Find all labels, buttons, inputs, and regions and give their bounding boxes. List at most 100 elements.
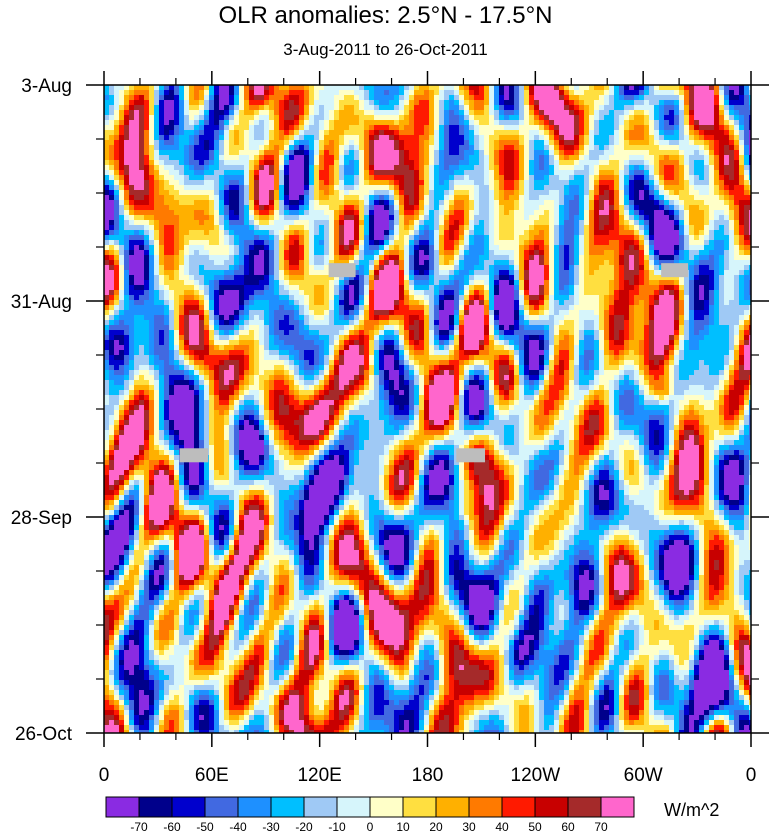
anomaly-cell [634,180,640,186]
anomaly-cell [209,170,215,176]
anomaly-cell [234,275,240,281]
anomaly-cell [144,200,150,206]
anomaly-cell [184,240,190,246]
anomaly-cell [379,145,385,151]
anomaly-cell [299,185,305,191]
anomaly-cell [259,195,265,201]
anomaly-cell [574,155,580,161]
anomaly-cell [394,105,400,111]
anomaly-cell [304,145,310,151]
anomaly-cell [364,185,370,191]
anomaly-cell [594,250,600,256]
anomaly-cell [499,110,505,116]
anomaly-cell [414,255,420,261]
anomaly-cell [144,170,150,176]
anomaly-cell [614,100,620,106]
anomaly-cell [304,90,310,96]
anomaly-cell [204,260,210,266]
anomaly-cell [424,190,430,196]
anomaly-cell [684,150,690,156]
anomaly-cell [749,170,751,176]
anomaly-cell [114,205,120,211]
anomaly-cell [374,180,380,186]
anomaly-cell [709,205,715,211]
anomaly-cell [389,220,395,226]
anomaly-cell [214,130,220,136]
anomaly-cell [509,185,515,191]
anomaly-cell [124,85,130,91]
anomaly-cell [254,215,260,221]
anomaly-cell [164,200,170,206]
anomaly-cell [454,270,460,276]
anomaly-cell [659,180,665,186]
anomaly-cell [684,155,690,161]
anomaly-cell [224,120,230,126]
anomaly-cell [169,140,175,146]
anomaly-cell [419,265,425,271]
anomaly-cell [299,275,305,281]
anomaly-cell [434,85,440,91]
anomaly-cell [374,260,380,266]
anomaly-cell [264,185,270,191]
anomaly-cell [364,210,370,216]
anomaly-cell [139,100,145,106]
anomaly-cell [424,85,430,91]
anomaly-cell [489,110,495,116]
anomaly-cell [169,265,175,271]
anomaly-cell [439,170,445,176]
anomaly-cell [579,230,585,236]
anomaly-cell [339,90,345,96]
anomaly-cell [104,125,110,131]
anomaly-cell [404,240,410,246]
anomaly-cell [324,170,330,176]
anomaly-cell [669,215,675,221]
anomaly-cell [269,120,275,126]
anomaly-cell [399,230,405,236]
anomaly-cell [484,240,490,246]
anomaly-cell [609,255,615,261]
anomaly-cell [564,270,570,276]
anomaly-cell [369,270,375,276]
anomaly-cell [489,260,495,266]
anomaly-cell [484,170,490,176]
anomaly-cell [204,110,210,116]
anomaly-cell [614,180,620,186]
anomaly-cell [294,120,300,126]
anomaly-cell [334,215,340,221]
anomaly-cell [484,230,490,236]
anomaly-cell [179,260,185,266]
anomaly-cell [484,120,490,126]
anomaly-cell [469,255,475,261]
anomaly-cell [274,145,280,151]
anomaly-cell [159,115,165,121]
anomaly-cell [104,245,110,251]
anomaly-cell [684,240,690,246]
anomaly-cell [224,170,230,176]
anomaly-cell [549,90,555,96]
anomaly-cell [704,215,710,221]
anomaly-cell [364,140,370,146]
anomaly-cell [479,110,485,116]
anomaly-cell [554,170,560,176]
anomaly-cell [134,100,140,106]
anomaly-cell [224,175,230,181]
anomaly-cell [599,260,605,266]
anomaly-cell [369,165,375,171]
anomaly-cell [619,200,625,206]
anomaly-cell [329,90,335,96]
anomaly-cell [284,270,290,276]
anomaly-cell [169,195,175,201]
anomaly-cell [459,200,465,206]
anomaly-cell [449,95,455,101]
anomaly-cell [174,105,180,111]
anomaly-cell [389,85,395,91]
anomaly-cell [549,135,555,141]
anomaly-cell [169,185,175,191]
anomaly-cell [464,255,470,261]
anomaly-cell [649,175,655,181]
anomaly-cell [559,170,565,176]
anomaly-cell [714,85,720,91]
anomaly-cell [649,225,655,231]
anomaly-cell [554,220,560,226]
anomaly-cell [744,85,750,91]
